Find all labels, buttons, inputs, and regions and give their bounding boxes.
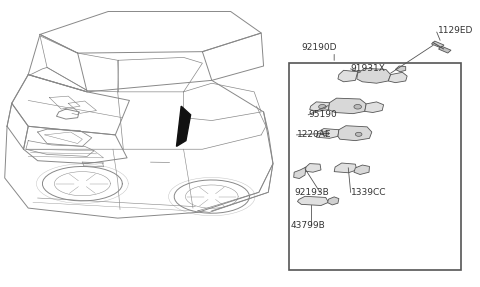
Polygon shape [365,102,384,113]
Polygon shape [316,129,339,138]
Text: 95190: 95190 [308,110,337,119]
Polygon shape [304,164,321,172]
Text: 43799B: 43799B [291,221,325,230]
Polygon shape [354,165,370,174]
Circle shape [355,132,362,136]
Text: 92190D: 92190D [301,43,337,52]
Polygon shape [310,102,329,111]
Polygon shape [328,98,366,114]
Polygon shape [177,106,191,146]
Text: 92193B: 92193B [294,188,329,197]
Text: 1129ED: 1129ED [438,26,473,35]
Polygon shape [439,46,451,53]
Text: 1220AE: 1220AE [297,130,331,139]
Polygon shape [334,163,357,173]
Polygon shape [388,72,407,83]
Circle shape [354,104,361,109]
Polygon shape [338,126,372,141]
Polygon shape [298,196,328,205]
Polygon shape [294,167,306,179]
Polygon shape [357,68,391,83]
Polygon shape [432,41,444,48]
Polygon shape [327,197,339,205]
Circle shape [319,104,326,109]
Bar [289,63,461,270]
Text: 91931X: 91931X [351,64,385,73]
Polygon shape [338,70,358,82]
Circle shape [323,131,329,135]
Text: 1339CC: 1339CC [351,188,386,197]
Polygon shape [396,66,406,72]
